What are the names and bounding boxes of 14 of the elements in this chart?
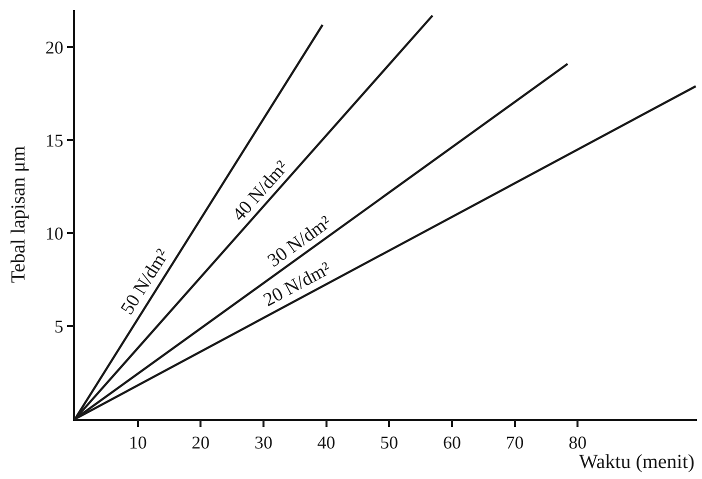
x-tick-label: 10 bbox=[128, 432, 147, 453]
x-tick-label: 40 bbox=[317, 432, 336, 453]
y-tick-label: 10 bbox=[45, 223, 64, 244]
x-tick-label: 30 bbox=[254, 432, 272, 453]
x-tick-label: 50 bbox=[380, 432, 398, 453]
y-tick-label: 5 bbox=[54, 316, 64, 336]
x-tick-label: 80 bbox=[568, 432, 587, 453]
x-tick-label: 20 bbox=[192, 432, 210, 453]
x-tick-label: 70 bbox=[506, 432, 524, 453]
y-tick-label: 15 bbox=[45, 130, 64, 150]
y-tick-label: 20 bbox=[45, 37, 64, 58]
y-axis-title: Tebal lapisan μm bbox=[7, 146, 30, 284]
x-tick-label: 60 bbox=[442, 432, 461, 453]
x-axis-title: Waktu (menit) bbox=[579, 451, 695, 473]
